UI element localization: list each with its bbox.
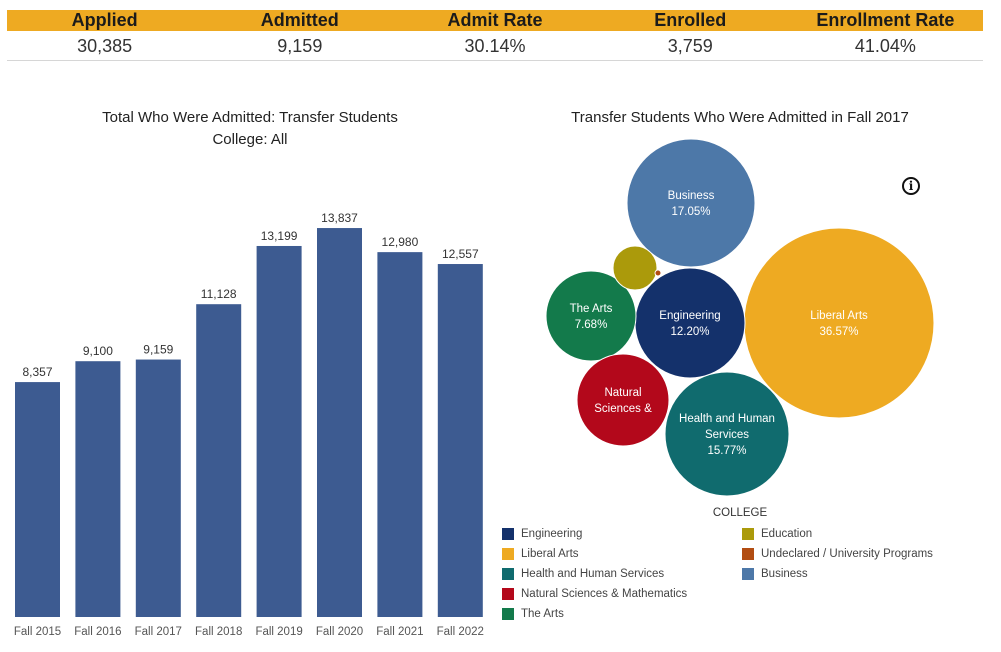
legend-swatch-natural-sciences-mathematics bbox=[502, 588, 514, 600]
legend-item-the-arts[interactable]: The Arts bbox=[502, 607, 564, 621]
legend-label-health-and-human-services: Health and Human Services bbox=[521, 568, 665, 580]
bubble-label-the-arts-0: The Arts bbox=[570, 303, 613, 315]
x-tick-label-3: Fall 2018 bbox=[195, 626, 242, 638]
legend-label-business: Business bbox=[761, 568, 808, 580]
legend-label-education: Education bbox=[761, 528, 813, 540]
legend-item-liberal-arts[interactable]: Liberal Arts bbox=[502, 547, 579, 561]
x-tick-label-2: Fall 2017 bbox=[135, 626, 182, 638]
kpi-header-enrolled: Enrolled bbox=[654, 10, 727, 30]
kpi-value-admitted: 9,159 bbox=[277, 36, 323, 56]
kpi-values-row: 30,385 9,159 30.14% 3,759 41.04% bbox=[7, 32, 983, 61]
legend-label-natural-sciences-mathematics: Natural Sciences & Mathematics bbox=[521, 588, 688, 600]
bubble-label-business-1: 17.05% bbox=[671, 206, 710, 218]
bubble-natural-sciences-mathematics bbox=[576, 353, 670, 447]
bar-value-label-3: 11,128 bbox=[201, 287, 237, 301]
legend-item-education[interactable]: Education bbox=[742, 527, 812, 541]
kpi-header-enrollment-rate: Enrollment Rate bbox=[816, 10, 955, 30]
kpi-header-applied: Applied bbox=[71, 10, 138, 30]
kpi-value-applied: 30,385 bbox=[77, 36, 133, 56]
bar-0 bbox=[15, 382, 60, 617]
x-tick-label-5: Fall 2020 bbox=[316, 626, 363, 638]
bar-7 bbox=[437, 264, 483, 617]
bar-1 bbox=[75, 361, 121, 617]
bubble-label-health-and-human-services-0: Health and Human bbox=[679, 413, 775, 425]
legend-item-health-and-human-services[interactable]: Health and Human Services bbox=[502, 567, 664, 581]
legend-swatch-undeclared-university-programs bbox=[742, 548, 754, 560]
bar-chart-title-line1: Total Who Were Admitted: Transfer Studen… bbox=[102, 109, 398, 126]
legend-item-undeclared-university-programs[interactable]: Undeclared / University Programs bbox=[742, 547, 933, 561]
bar-value-label-6: 12,980 bbox=[382, 235, 419, 249]
bubble-liberal-arts bbox=[743, 227, 935, 419]
bubble-chart-title: Transfer Students Who Were Admitted in F… bbox=[571, 109, 909, 126]
bubble-label-health-and-human-services-1: Services bbox=[705, 429, 749, 441]
legend-title: COLLEGE bbox=[712, 507, 768, 519]
legend-item-business[interactable]: Business bbox=[742, 567, 808, 581]
bubble-engineering bbox=[634, 267, 746, 379]
legend-label-liberal-arts: Liberal Arts bbox=[521, 548, 579, 560]
bubble-label-natural-sciences-mathematics-0: Natural bbox=[604, 387, 641, 399]
bubble-label-health-and-human-services-2: 15.77% bbox=[707, 445, 746, 457]
bar-chart-title: Total Who Were Admitted: Transfer Studen… bbox=[0, 107, 500, 151]
x-tick-label-6: Fall 2021 bbox=[376, 626, 423, 638]
bar-value-label-7: 12,557 bbox=[442, 247, 479, 261]
bar-value-label-1: 9,100 bbox=[83, 344, 113, 358]
bar-6 bbox=[377, 252, 423, 617]
bubble-label-engineering-1: 12.20% bbox=[670, 326, 709, 338]
bar-value-label-2: 9,159 bbox=[143, 343, 173, 357]
bubble-label-the-arts-1: 7.68% bbox=[575, 319, 608, 331]
legend-item-natural-sciences-mathematics[interactable]: Natural Sciences & Mathematics bbox=[502, 587, 687, 601]
legend-label-undeclared-university-programs: Undeclared / University Programs bbox=[761, 548, 933, 560]
bubble-the-arts bbox=[545, 270, 637, 362]
bubble-business bbox=[626, 138, 756, 268]
legend-item-engineering[interactable]: Engineering bbox=[502, 527, 582, 541]
bubble-label-business-0: Business bbox=[668, 190, 715, 202]
kpi-header-row: Applied Admitted Admit Rate Enrolled Enr… bbox=[7, 10, 983, 31]
x-tick-label-4: Fall 2019 bbox=[255, 626, 302, 638]
bubble-label-liberal-arts-1: 36.57% bbox=[819, 326, 858, 338]
x-tick-label-0: Fall 2015 bbox=[14, 626, 61, 638]
bar-chart-title-line2: College: All bbox=[212, 131, 288, 148]
x-tick-label-1: Fall 2016 bbox=[74, 626, 121, 638]
bubble-education bbox=[612, 245, 658, 291]
legend-swatch-education bbox=[742, 528, 754, 540]
kpi-value-admit-rate: 30.14% bbox=[464, 36, 526, 56]
bubble-label-liberal-arts-0: Liberal Arts bbox=[810, 310, 868, 322]
bar-value-label-4: 13,199 bbox=[261, 229, 298, 243]
legend-swatch-liberal-arts bbox=[502, 548, 514, 560]
kpi-value-enrollment-rate: 41.04% bbox=[854, 36, 916, 56]
bar-2 bbox=[135, 359, 181, 617]
bubble-label-natural-sciences-mathematics-1: Sciences & bbox=[594, 403, 652, 415]
bubble-health-and-human-services bbox=[664, 371, 790, 497]
bar-3 bbox=[196, 304, 242, 617]
kpi-value-enrolled: 3,759 bbox=[667, 36, 713, 56]
legend-swatch-engineering bbox=[502, 528, 514, 540]
info-icon[interactable]: i bbox=[902, 177, 920, 195]
legend-swatch-business bbox=[742, 568, 754, 580]
legend-label-the-arts: The Arts bbox=[521, 608, 564, 620]
bar-5 bbox=[317, 228, 362, 618]
legend-label-engineering: Engineering bbox=[521, 528, 583, 540]
bar-4 bbox=[256, 245, 302, 618]
bubble-undeclared-university-programs bbox=[654, 269, 662, 277]
legend-swatch-health-and-human-services bbox=[502, 568, 514, 580]
legend-swatch-the-arts bbox=[502, 608, 514, 620]
bar-value-label-0: 8,357 bbox=[22, 365, 52, 379]
bar-value-label-5: 13,837 bbox=[321, 211, 358, 225]
bubble-label-engineering-0: Engineering bbox=[659, 310, 720, 322]
kpi-header-admitted: Admitted bbox=[260, 10, 339, 30]
x-tick-label-7: Fall 2022 bbox=[437, 626, 484, 638]
kpi-header-admit-rate: Admit Rate bbox=[447, 10, 543, 30]
